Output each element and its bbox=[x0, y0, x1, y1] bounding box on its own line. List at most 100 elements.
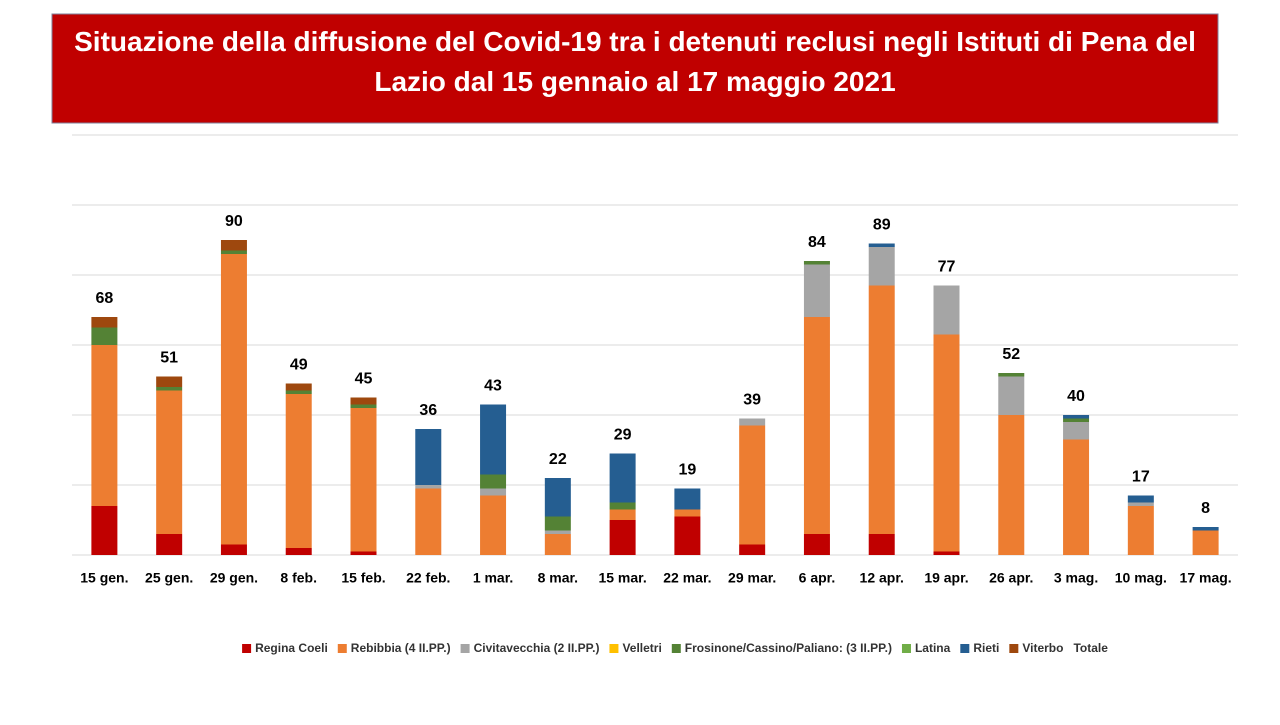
total-label: 52 bbox=[1002, 346, 1020, 363]
total-label: 39 bbox=[743, 392, 761, 409]
x-tick-label: 15 gen. bbox=[80, 570, 128, 586]
legend-swatch bbox=[242, 644, 252, 653]
x-tick-label: 12 apr. bbox=[860, 570, 904, 586]
bar-segment bbox=[868, 243, 895, 247]
bar-segment bbox=[350, 551, 377, 555]
bar-segment bbox=[220, 254, 247, 545]
bar-segment bbox=[803, 264, 830, 317]
bar-segment bbox=[674, 488, 701, 510]
bar-segment bbox=[91, 317, 118, 328]
legend-swatch bbox=[901, 644, 911, 653]
bar-segment bbox=[1192, 530, 1219, 555]
bar-segment bbox=[1063, 422, 1090, 440]
bar-segment bbox=[156, 376, 183, 387]
bar-segment bbox=[739, 418, 766, 426]
bar-segment bbox=[1063, 415, 1090, 419]
legend-label: Frosinone/Cassino/Paliano: (3 II.PP.) bbox=[685, 641, 892, 655]
title-box bbox=[51, 13, 1219, 124]
bar-segment bbox=[156, 534, 183, 555]
x-tick-label: 17 mag. bbox=[1180, 570, 1232, 586]
bar-segment bbox=[285, 383, 312, 391]
x-tick-label: 8 mar. bbox=[538, 570, 578, 586]
bar-segment bbox=[803, 317, 830, 534]
bar-segment bbox=[544, 516, 571, 531]
bar-segment bbox=[868, 247, 895, 286]
total-label: 90 bbox=[225, 213, 243, 230]
bar-segment bbox=[609, 453, 636, 503]
bar-segment bbox=[220, 544, 247, 555]
total-label: 51 bbox=[160, 350, 178, 367]
bar-segment bbox=[285, 390, 312, 394]
total-label: 49 bbox=[290, 357, 308, 374]
total-label: 22 bbox=[549, 451, 567, 468]
legend-swatch bbox=[337, 644, 347, 653]
legend-swatch bbox=[460, 644, 470, 653]
bar-segment bbox=[674, 516, 701, 555]
bar-segment bbox=[350, 397, 377, 405]
bar-segment bbox=[998, 373, 1025, 377]
bar-segment bbox=[609, 509, 636, 520]
bar-segment bbox=[480, 474, 507, 489]
legend-label: Totale bbox=[1073, 641, 1108, 655]
x-tick-label: 22 mar. bbox=[663, 570, 711, 586]
x-tick-label: 19 apr. bbox=[924, 570, 968, 586]
bar-segment bbox=[415, 485, 442, 489]
legend-label: Viterbo bbox=[1022, 641, 1063, 655]
bar-segment bbox=[933, 334, 960, 552]
bar-segment bbox=[1127, 495, 1154, 503]
bar-segment bbox=[91, 345, 118, 506]
bar-segment bbox=[803, 261, 830, 265]
bar-segment bbox=[674, 509, 701, 517]
legend-swatch bbox=[671, 644, 681, 653]
bar-segment bbox=[350, 404, 377, 408]
total-label: 77 bbox=[938, 259, 956, 276]
x-tick-label: 3 mag. bbox=[1054, 570, 1098, 586]
x-tick-label: 15 feb. bbox=[341, 570, 385, 586]
total-label: 29 bbox=[614, 427, 632, 444]
x-tick-label: 10 mag. bbox=[1115, 570, 1167, 586]
bar-segment bbox=[480, 495, 507, 555]
bar-segment bbox=[609, 502, 636, 510]
x-tick-label: 8 feb. bbox=[280, 570, 317, 586]
total-label: 84 bbox=[808, 234, 826, 251]
x-tick-label: 15 mar. bbox=[598, 570, 646, 586]
bar-segment bbox=[868, 534, 895, 555]
bar-segment bbox=[739, 544, 766, 555]
bar-segment bbox=[803, 534, 830, 555]
bar-segment bbox=[220, 240, 247, 251]
legend-label: Rieti bbox=[973, 641, 999, 655]
bar-segment bbox=[285, 548, 312, 555]
bar-segment bbox=[868, 285, 895, 534]
bar-segment bbox=[91, 327, 118, 345]
bar-segment bbox=[1063, 439, 1090, 555]
bar-segment bbox=[544, 478, 571, 517]
chart-title: Situazione della diffusione del Covid-19… bbox=[74, 26, 1196, 97]
bar-segment bbox=[415, 488, 442, 555]
bar-segment bbox=[609, 520, 636, 555]
bar-segment bbox=[1127, 502, 1154, 506]
legend-label: Civitavecchia (2 II.PP.) bbox=[474, 641, 600, 655]
total-label: 8 bbox=[1201, 500, 1210, 517]
bar-segment bbox=[544, 534, 571, 555]
legend-label: Rebibbia (4 II.PP.) bbox=[351, 641, 451, 655]
total-label: 45 bbox=[355, 371, 373, 388]
bar-segment bbox=[998, 376, 1025, 415]
bar-segment bbox=[350, 408, 377, 552]
total-label: 40 bbox=[1067, 388, 1085, 405]
bar-segment bbox=[1063, 418, 1090, 422]
bar-segment bbox=[739, 425, 766, 545]
total-label: 89 bbox=[873, 217, 891, 234]
bar-segment bbox=[480, 488, 507, 496]
legend-swatch bbox=[609, 644, 619, 653]
legend-swatch bbox=[960, 644, 970, 653]
legend-label: Regina Coeli bbox=[255, 641, 328, 655]
x-tick-label: 1 mar. bbox=[473, 570, 513, 586]
bar-segment bbox=[220, 250, 247, 254]
legend-swatch bbox=[1009, 644, 1019, 653]
bar-segment bbox=[998, 415, 1025, 555]
x-tick-label: 6 apr. bbox=[799, 570, 836, 586]
bar-segment bbox=[933, 285, 960, 335]
bar-segment bbox=[933, 551, 960, 555]
bar-segment bbox=[1127, 506, 1154, 555]
